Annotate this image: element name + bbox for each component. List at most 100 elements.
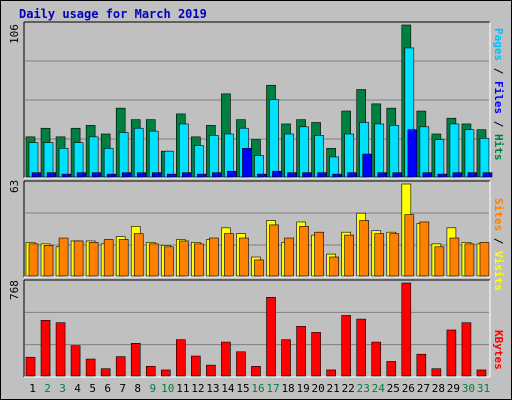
x-tick-label-day-31: 31	[477, 382, 490, 395]
bar-pages-day-27	[422, 172, 433, 178]
bar-kbytes-day-19	[296, 326, 306, 377]
bar-kbytes-day-26	[401, 282, 412, 377]
bar-sites-day-1	[28, 243, 39, 277]
bar-kbytes-day-12	[191, 355, 201, 377]
bar-files-day-13	[209, 135, 219, 178]
bar-sites-day-15	[239, 237, 249, 277]
x-tick-label-day-20: 20	[312, 382, 325, 395]
bar-pages-day-14	[227, 170, 237, 178]
bar-kbytes-day-7	[115, 356, 126, 377]
bar-sites-day-16	[254, 259, 264, 277]
x-tick-label-day-13: 13	[206, 382, 219, 395]
chart-title: Daily usage for March 2019	[19, 7, 207, 21]
bar-sites-day-18	[284, 237, 294, 277]
bar-pages-day-19	[302, 172, 312, 178]
bar-kbytes-day-13	[206, 364, 216, 377]
bar-files-day-29	[449, 123, 460, 178]
bar-kbytes-day-10	[160, 369, 171, 377]
bar-pages-day-16	[257, 173, 267, 178]
bar-kbytes-day-24	[371, 341, 382, 377]
bar-sites-day-11	[179, 240, 189, 277]
bar-sites-day-17	[269, 224, 279, 277]
bar-pages-day-31	[482, 172, 493, 178]
bar-files-day-6	[103, 148, 114, 178]
bar-pages-day-17	[272, 170, 282, 178]
bar-sites-day-13	[209, 237, 219, 277]
x-tick-label-day-27: 27	[417, 382, 430, 395]
bar-kbytes-day-17	[266, 296, 276, 377]
bar-kbytes-day-15	[236, 351, 246, 377]
bar-files-day-19	[299, 126, 309, 178]
x-tick-label-day-22: 22	[342, 382, 355, 395]
bar-sites-day-23	[359, 220, 370, 277]
bar-kbytes-day-9	[145, 366, 156, 377]
bar-pages-day-2	[46, 172, 57, 178]
bar-pages-day-6	[106, 173, 117, 178]
bar-kbytes-day-28	[431, 368, 442, 377]
bar-pages-day-30	[467, 172, 478, 178]
bar-files-day-17	[269, 99, 279, 178]
bar-sites-day-6	[103, 239, 114, 277]
bar-sites-day-24	[374, 233, 385, 277]
bar-sites-day-22	[344, 234, 354, 277]
bar-sites-day-21	[329, 256, 339, 277]
bar-sites-day-12	[194, 243, 204, 277]
bar-files-day-28	[434, 139, 445, 178]
bar-pages-day-23	[362, 153, 373, 178]
bar-kbytes-day-2	[40, 319, 51, 377]
x-tick-label-day-16: 16	[251, 382, 264, 395]
bar-sites-day-27	[419, 221, 430, 277]
bar-kbytes-day-21	[326, 369, 336, 377]
x-tick-label-day-26: 26	[402, 382, 415, 395]
bar-kbytes-day-29	[446, 329, 457, 377]
bar-sites-day-9	[148, 243, 159, 277]
bar-pages-day-11	[182, 172, 192, 178]
bar-sites-day-5	[88, 242, 99, 277]
x-tick-label-day-17: 17	[266, 382, 279, 395]
x-tick-label-day-7: 7	[119, 382, 126, 395]
x-tick-label-day-24: 24	[372, 382, 386, 395]
bar-sites-day-2	[43, 245, 54, 277]
bar-sites-day-30	[464, 243, 475, 277]
panel-kbytes-background	[24, 280, 490, 377]
bar-files-day-18	[284, 133, 294, 178]
bar-sites-day-14	[224, 233, 234, 277]
bar-files-day-20	[314, 135, 324, 178]
x-tick-label-day-4: 4	[74, 382, 81, 395]
x-tick-label-day-1: 1	[29, 382, 36, 395]
bar-pages-day-24	[377, 172, 388, 178]
bar-pages-day-3	[61, 173, 72, 178]
bar-sites-day-7	[118, 239, 129, 277]
bar-kbytes-day-4	[70, 345, 81, 377]
bar-pages-day-25	[392, 172, 403, 178]
bar-pages-day-1	[31, 172, 42, 178]
bar-kbytes-day-3	[55, 322, 66, 377]
x-tick-label-day-19: 19	[296, 382, 309, 395]
x-tick-label-day-29: 29	[447, 382, 460, 395]
bar-files-day-24	[374, 123, 385, 178]
bar-files-day-5	[88, 136, 99, 178]
bar-pages-day-29	[452, 172, 463, 178]
x-tick-label-day-14: 14	[221, 382, 235, 395]
bar-pages-day-12	[197, 173, 207, 178]
bar-files-day-22	[344, 133, 354, 178]
bar-sites-day-28	[434, 246, 445, 277]
x-tick-label-day-6: 6	[104, 382, 111, 395]
bar-files-day-10	[163, 150, 174, 178]
bar-kbytes-day-31	[476, 369, 487, 377]
x-tick-label-day-2: 2	[44, 382, 51, 395]
bar-files-day-25	[389, 125, 400, 178]
bar-files-day-11	[179, 123, 189, 178]
bar-kbytes-day-22	[341, 315, 351, 377]
bar-pages-day-21	[332, 173, 342, 178]
bar-files-day-8	[133, 127, 144, 178]
bar-kbytes-day-16	[251, 366, 261, 377]
bar-kbytes-day-1	[25, 356, 36, 377]
bar-pages-day-28	[437, 173, 448, 178]
bar-kbytes-day-30	[461, 322, 472, 377]
x-tick-label-day-25: 25	[387, 382, 400, 395]
bar-files-day-4	[73, 142, 84, 178]
bar-pages-day-22	[347, 172, 357, 178]
bar-pages-day-7	[121, 172, 132, 178]
bar-pages-day-10	[166, 173, 177, 178]
